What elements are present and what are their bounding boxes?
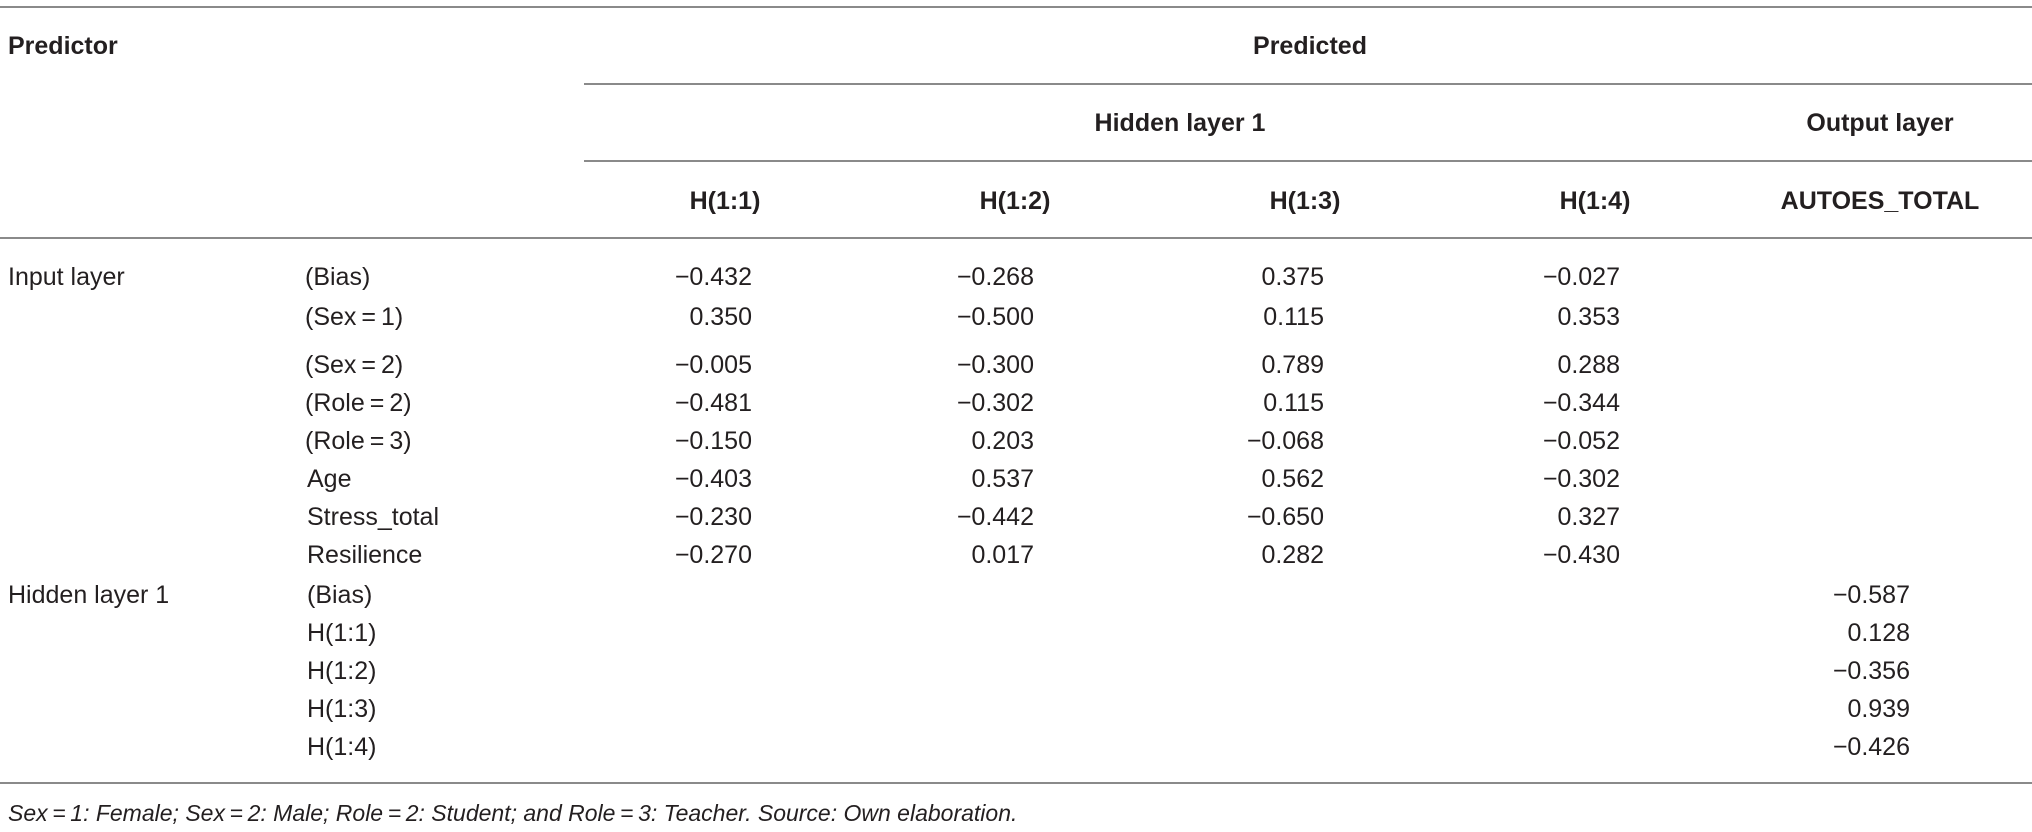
cell-h12: −0.300 [956,351,1034,379]
row-label: H(1:1) [307,619,377,647]
hidden-layer-header: Hidden layer 1 [1094,109,1266,137]
cell-h14: −0.344 [1542,389,1620,417]
column-header-autoes-total: AUTOES_TOTAL [1780,187,1980,215]
column-header-h14: H(1:4) [1559,187,1631,215]
cell-h14: −0.302 [1542,465,1620,493]
row-label: H(1:4) [307,733,377,761]
cell-h12: 0.537 [971,465,1034,493]
group-label-hidden-layer: Hidden layer 1 [8,581,170,609]
cell-autoes-total: 0.128 [1847,619,1910,647]
predicted-rule [584,83,2032,85]
row-label: Age [307,465,352,493]
cell-h14: −0.430 [1542,541,1620,569]
row-label: Resilience [307,541,423,569]
table-footnote: Sex = 1: Female; Sex = 2: Male; Role = 2… [8,800,1018,826]
cell-autoes-total: −0.426 [1832,733,1910,761]
column-header-h11: H(1:1) [689,187,761,215]
group-label-input-layer: Input layer [8,263,125,291]
cell-h11: −0.230 [674,503,752,531]
cell-h14: −0.052 [1542,427,1620,455]
row-label: (Sex = 1) [305,303,404,331]
cell-autoes-total: −0.587 [1832,581,1910,609]
row-label: (Role = 2) [305,389,412,417]
column-header-h13: H(1:3) [1269,187,1341,215]
header-bottom-rule [0,237,2032,239]
cell-h13: 0.115 [1263,303,1324,331]
cell-h13: 0.282 [1261,541,1324,569]
bottom-rule [0,782,2032,784]
cell-h12: −0.442 [956,503,1034,531]
cell-h13: 0.115 [1263,389,1324,417]
predicted-header: Predicted [1253,32,1367,60]
cell-h12: −0.500 [956,303,1034,331]
cell-h12: −0.302 [956,389,1034,417]
cell-h11: −0.150 [674,427,752,455]
cell-h13: −0.650 [1246,503,1324,531]
cell-h11: −0.403 [674,465,752,493]
column-header-h12: H(1:2) [979,187,1051,215]
cell-h12: −0.268 [956,263,1034,291]
row-label: H(1:2) [307,657,377,685]
cell-h14: 0.353 [1557,303,1620,331]
cell-h14: −0.027 [1542,263,1620,291]
row-label: Stress_total [307,503,440,531]
row-label: (Sex = 2) [305,351,404,379]
cell-h13: −0.068 [1246,427,1324,455]
cell-h12: 0.017 [971,541,1034,569]
cell-h14: 0.288 [1557,351,1620,379]
cell-h11: −0.005 [674,351,752,379]
row-label: (Role = 3) [305,427,412,455]
cell-h11: −0.481 [674,389,752,417]
subheader-rule [584,160,2032,162]
cell-autoes-total: 0.939 [1847,695,1910,723]
predictor-header: Predictor [8,32,118,60]
cell-h13: 0.562 [1261,465,1324,493]
cell-h12: 0.203 [971,427,1034,455]
cell-autoes-total: −0.356 [1832,657,1910,685]
cell-h13: 0.375 [1261,263,1324,291]
cell-h11: 0.350 [689,303,752,331]
row-label: H(1:3) [307,695,377,723]
cell-h11: −0.432 [674,263,752,291]
top-rule [0,6,2032,8]
row-label: (Bias) [305,263,371,291]
cell-h14: 0.327 [1557,503,1620,531]
row-label: (Bias) [307,581,373,609]
cell-h13: 0.789 [1261,351,1324,379]
cell-h11: −0.270 [674,541,752,569]
output-layer-header: Output layer [1806,109,1954,137]
